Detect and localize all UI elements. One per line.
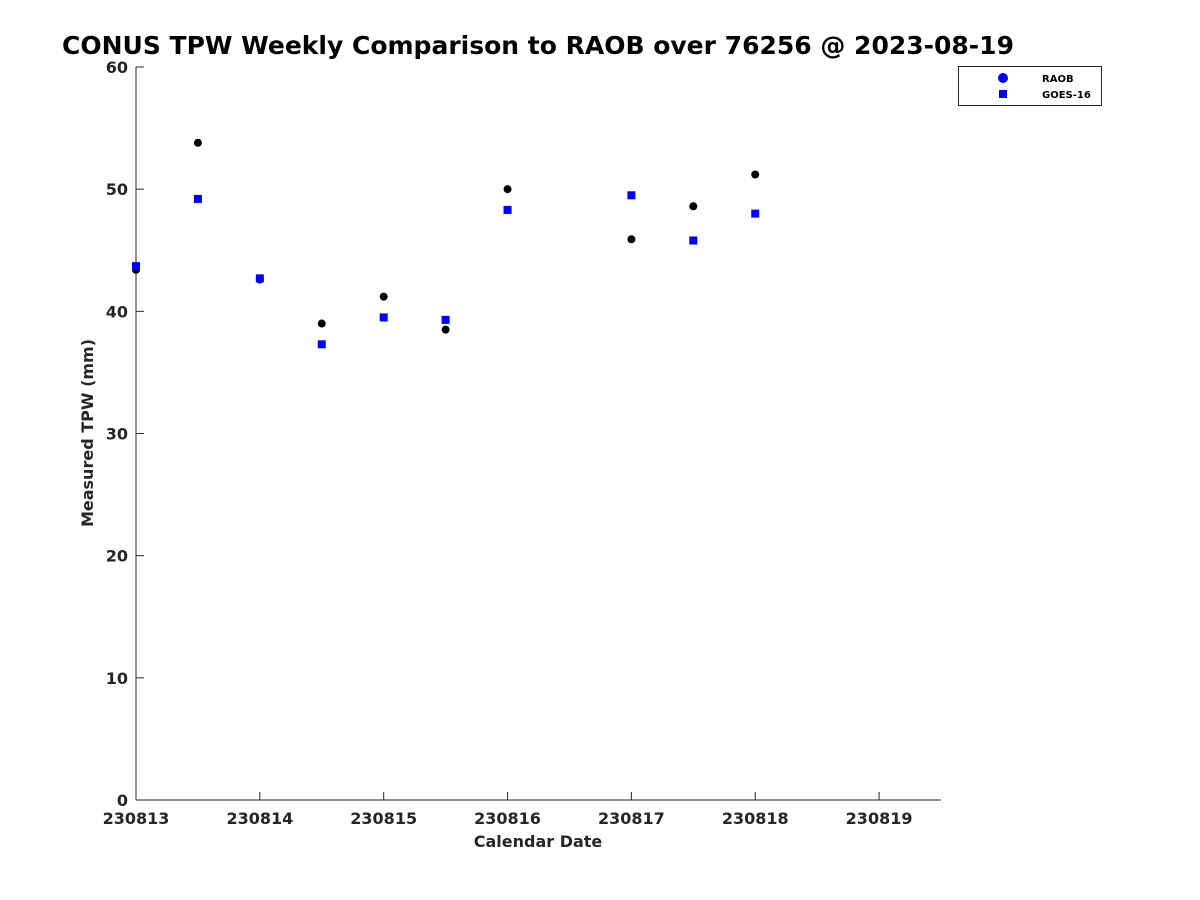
data-point-raob [503, 185, 512, 194]
x-tick-label: 230815 [350, 809, 417, 828]
legend-label: RAOB [1042, 74, 1074, 85]
y-tick-label: 50 [106, 180, 128, 199]
x-tick-label: 230817 [598, 809, 665, 828]
data-point-goes-16 [255, 274, 264, 283]
data-marks [132, 138, 760, 349]
y-tick-label: 0 [117, 791, 128, 810]
y-axis-title: Measured TPW (mm) [78, 339, 97, 527]
data-point-goes-16 [627, 191, 636, 200]
data-point-goes-16 [132, 262, 140, 271]
x-tick-label: 230813 [103, 809, 170, 828]
x-axis-title: Calendar Date [474, 832, 603, 851]
series-goes-16 [132, 191, 760, 349]
data-point-goes-16 [317, 340, 326, 349]
data-point-raob [379, 292, 388, 301]
x-tick-label: 230819 [846, 809, 913, 828]
y-tick-label: 30 [106, 425, 128, 444]
y-tick-label: 40 [106, 302, 128, 321]
legend: RAOB GOES-16 [958, 66, 1102, 106]
x-tick-label: 230814 [226, 809, 293, 828]
data-point-goes-16 [193, 194, 202, 203]
data-point-raob [441, 325, 450, 334]
y-tick-label: 60 [106, 58, 128, 77]
data-point-goes-16 [441, 315, 450, 324]
axes: 0 10 20 30 40 50 60 230813 230814 230815 230816 230… [103, 58, 941, 828]
legend-label: GOES-16 [1042, 90, 1091, 101]
chart-title: CONUS TPW Weekly Comparison to RAOB over… [62, 31, 1014, 60]
y-tick-label: 10 [106, 669, 128, 688]
series-raob [132, 138, 760, 334]
data-point-goes-16 [751, 209, 760, 218]
legend-marker-raob [998, 73, 1008, 83]
x-tick-label: 230818 [722, 809, 789, 828]
data-point-raob [627, 235, 636, 244]
data-point-goes-16 [689, 236, 698, 245]
data-point-goes-16 [503, 205, 512, 214]
data-point-goes-16 [379, 313, 388, 322]
data-point-raob [317, 319, 326, 328]
legend-marker-goes-16 [999, 90, 1007, 98]
data-point-raob [193, 138, 202, 147]
data-point-raob [751, 170, 760, 179]
legend-box [958, 66, 1102, 106]
y-tick-label: 20 [106, 547, 128, 566]
data-point-raob [689, 202, 698, 211]
x-tick-label: 230816 [474, 809, 541, 828]
